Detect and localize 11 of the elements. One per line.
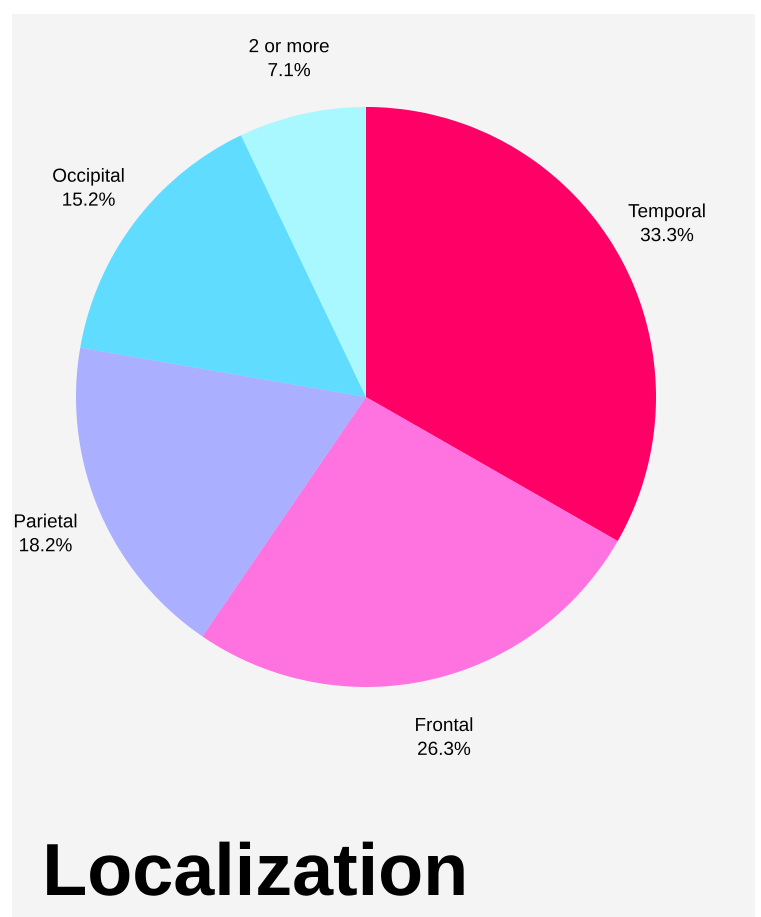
data-label: 7.1% [268, 62, 310, 76]
slice-label: Occipital [53, 168, 124, 186]
text: Localization [47, 842, 464, 896]
data-label: 15.2% [63, 192, 115, 206]
slice-label: Parietal [14, 514, 76, 528]
data-label: 26.3% [418, 742, 470, 756]
slice-label: 2 or more [250, 38, 329, 52]
slice-label: Frontal [416, 717, 472, 732]
data-label: 33.3% [640, 228, 694, 242]
data-label: 18.2% [20, 538, 72, 552]
slice-label: Temporal [628, 203, 705, 222]
